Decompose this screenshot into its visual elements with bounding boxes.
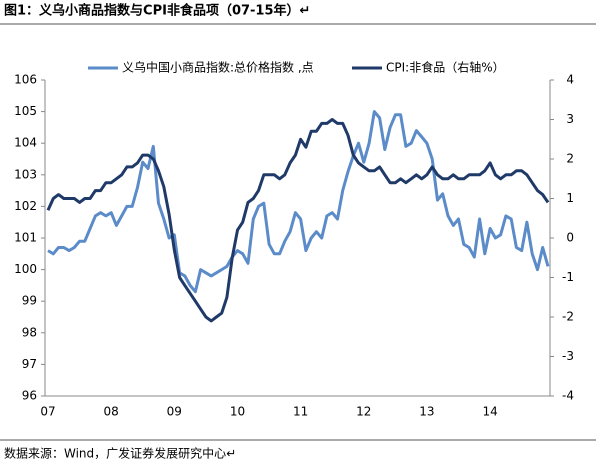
y-tick-label: 98	[22, 325, 37, 339]
y-tick-label: 103	[14, 167, 37, 181]
y-tick-label: 105	[14, 104, 37, 118]
y-tick-label: 97	[22, 357, 37, 371]
x-tick-label: 09	[167, 405, 182, 419]
y2-tick-label: -1	[562, 270, 574, 284]
y-tick-label: 101	[14, 231, 37, 245]
y-tick-label: 99	[22, 294, 37, 308]
source: 数据来源：Wind，广发证券发展研究中心↵	[4, 446, 236, 461]
y-tick-label: 104	[14, 136, 37, 150]
x-tick-label: 12	[356, 405, 371, 419]
y2-tick-label: 3	[566, 112, 574, 126]
chart-title: 图1：义乌小商品指数与CPI非食品项（07-15年）↵	[4, 3, 310, 19]
y2-tick-label: 1	[566, 191, 574, 205]
y2-tick-label: -3	[562, 349, 574, 363]
y2-tick-label: 4	[566, 73, 574, 87]
legend-label: CPI:非食品（右轴%）	[386, 60, 505, 75]
series-line	[47, 110, 550, 294]
y2-tick-label: 2	[566, 152, 574, 166]
x-tick-label: 07	[40, 405, 55, 419]
x-tick-label: 08	[104, 405, 119, 419]
x-tick-label: 13	[419, 405, 434, 419]
y2-tick-label: -2	[562, 310, 574, 324]
x-tick-label: 11	[293, 405, 308, 419]
y-tick-label: 100	[14, 262, 37, 276]
y-tick-label: 106	[14, 73, 37, 87]
y-tick-label: 102	[14, 199, 37, 213]
legend-label: 义乌中国小商品指数:总价格指数 ,点	[122, 60, 314, 75]
y-tick-label: 96	[22, 389, 37, 403]
x-tick-label: 10	[230, 405, 245, 419]
series-line	[46, 118, 550, 323]
y2-tick-label: 0	[566, 231, 574, 245]
y2-tick-label: -4	[562, 389, 574, 403]
x-tick-label: 14	[482, 405, 497, 419]
